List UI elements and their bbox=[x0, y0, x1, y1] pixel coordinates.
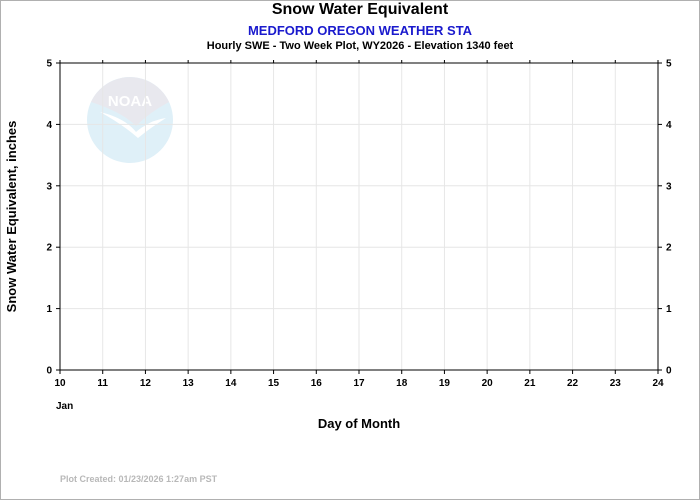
x-tick-label: 24 bbox=[652, 378, 664, 389]
y-tick-label-left: 5 bbox=[46, 59, 52, 70]
plot-description: Hourly SWE - Two Week Plot, WY2026 - Ele… bbox=[206, 40, 514, 52]
y-tick-label-right: 1 bbox=[666, 304, 672, 315]
x-tick-label: 19 bbox=[439, 378, 451, 389]
y-tick-label-left: 4 bbox=[46, 120, 52, 131]
x-tick-label: 13 bbox=[183, 378, 195, 389]
y-tick-label-left: 2 bbox=[46, 243, 52, 254]
x-tick-label: 22 bbox=[567, 378, 579, 389]
x-tick-label: 20 bbox=[482, 378, 494, 389]
y-tick-label-right: 4 bbox=[666, 120, 672, 131]
axis-tick-labels: 10 11 12 13 14 15 16 17 18 19 20 21 22 23 240 01 12 23 34 4… bbox=[46, 59, 672, 390]
x-tick-label: 23 bbox=[610, 378, 622, 389]
axis-ticks bbox=[56, 60, 662, 374]
x-tick-label: 10 bbox=[54, 378, 66, 389]
x-tick-label: 18 bbox=[396, 378, 408, 389]
y-tick-label-left: 1 bbox=[46, 304, 52, 315]
y-tick-label-right: 2 bbox=[666, 243, 672, 254]
y-tick-label-right: 0 bbox=[666, 366, 672, 377]
y-axis-label: Snow Water Equivalent, inches bbox=[4, 121, 19, 313]
noaa-logo-icon: NOAA bbox=[87, 77, 173, 163]
x-axis-label: Day of Month bbox=[318, 416, 400, 431]
station-name: MEDFORD OREGON WEATHER STA bbox=[247, 23, 473, 38]
x-month-label: Jan bbox=[56, 401, 73, 412]
x-tick-label: 16 bbox=[311, 378, 323, 389]
noaa-logo-text: NOAA bbox=[108, 93, 152, 110]
plot-created-footer: Plot Created: 01/23/2026 1:27am PST bbox=[60, 474, 218, 484]
chart-title: Snow Water Equivalent bbox=[271, 1, 449, 18]
grid bbox=[60, 63, 658, 370]
x-tick-label: 17 bbox=[353, 378, 365, 389]
x-tick-label: 14 bbox=[225, 378, 237, 389]
x-tick-label: 21 bbox=[524, 378, 536, 389]
x-tick-label: 12 bbox=[140, 378, 152, 389]
x-tick-label: 15 bbox=[268, 378, 280, 389]
x-tick-label: 11 bbox=[97, 378, 108, 389]
y-tick-label-left: 0 bbox=[46, 366, 52, 377]
y-tick-label-right: 5 bbox=[666, 59, 672, 70]
y-tick-label-left: 3 bbox=[46, 181, 52, 192]
y-tick-label-right: 3 bbox=[666, 181, 672, 192]
